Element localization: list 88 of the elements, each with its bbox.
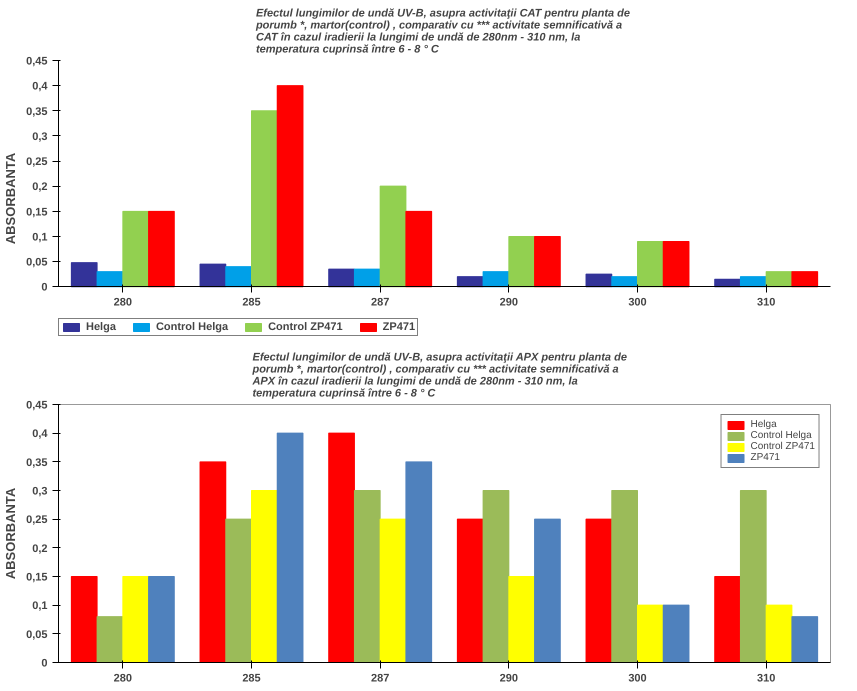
x-tick-label: 285 — [242, 672, 261, 684]
legend-label: ZP471 — [382, 321, 416, 333]
y-tick-label: 0,45 — [26, 56, 48, 68]
y-tick-label: 0,3 — [32, 486, 48, 498]
bar — [534, 236, 561, 288]
y-tick-label: 0,2 — [32, 542, 48, 555]
bar — [225, 266, 252, 288]
x-tick-label: 310 — [756, 672, 776, 684]
legend-label: ZP471 — [750, 452, 780, 463]
x-tick-label: 285 — [242, 296, 261, 309]
bar — [380, 186, 406, 288]
bar — [482, 271, 510, 288]
x-tick-label: 310 — [756, 296, 776, 309]
bar — [354, 490, 381, 662]
y-tick-label: 0 — [41, 282, 48, 294]
bar — [70, 262, 98, 288]
bar — [456, 518, 484, 662]
x-tick-label: 300 — [628, 672, 647, 684]
legend-label: Control ZP471 — [750, 441, 815, 452]
bar — [122, 210, 150, 288]
bar — [148, 576, 175, 662]
bar — [766, 271, 792, 288]
y-tick-label: 0,05 — [26, 628, 48, 641]
x-tick-label: 287 — [370, 296, 390, 309]
chart-title: Efectul lungimilor de undă UV-B, asupra activitaţii APX pentru planta de porumb *, martor(control) , comparativ cu *** activitate semnificativă a APX în cazul iradierii la lungimi de undă de 280nm - 310 nm, la temperatura cuprinsă între 6 - 8 ° C — [251, 352, 627, 400]
bar — [662, 604, 690, 662]
bar — [354, 268, 381, 288]
bar — [611, 490, 638, 662]
x-tick-label: 290 — [500, 672, 518, 684]
bar — [740, 490, 767, 662]
y-tick-label: 0,1 — [32, 231, 48, 244]
bar — [251, 110, 278, 288]
x-tick-label: 280 — [114, 672, 132, 684]
bar — [276, 85, 304, 288]
x-tick-label: 287 — [370, 672, 390, 684]
x-tick-label: 300 — [628, 296, 647, 309]
y-tick-label: 0,4 — [32, 428, 48, 440]
bar — [96, 271, 124, 288]
bar — [405, 461, 432, 662]
y-tick-label: 0,15 — [26, 572, 48, 584]
bar — [482, 490, 510, 662]
x-tick-label: 290 — [500, 296, 518, 309]
bar — [662, 240, 690, 288]
bar — [508, 576, 536, 662]
bar — [405, 210, 432, 288]
bar — [70, 576, 98, 662]
bar — [714, 576, 741, 662]
bar — [251, 490, 278, 662]
y-axis-title: ABSORBANTA — [3, 487, 18, 580]
bar — [586, 274, 612, 288]
chart-title: Efectul lungimilor de undă UV-B, asupra activitaţii CAT pentru planta de porumb *, martor(control) , comparativ cu *** activitate semnificativă a CAT în cazul iradierii la lungimi de undă de 280nm - 310 nm, la temperatura cuprinsă între 6 - 8 ° C — [254, 8, 630, 56]
bar — [276, 432, 304, 662]
y-tick-label: 0,1 — [32, 600, 48, 612]
y-tick-label: 0,45 — [26, 400, 48, 412]
y-axis-title: ABSORBANTA — [3, 152, 18, 244]
y-tick-label: 0,4 — [32, 80, 48, 93]
bar — [148, 210, 175, 288]
bar — [380, 518, 406, 662]
bar — [637, 604, 664, 662]
y-tick-label: 0,2 — [32, 181, 48, 194]
legend-label: Helga — [750, 419, 777, 430]
y-tick-label: 0,35 — [26, 456, 48, 469]
bar — [791, 616, 818, 662]
y-tick-label: 0,35 — [26, 106, 48, 118]
bar — [791, 271, 818, 288]
y-tick-label: 0,25 — [26, 514, 48, 526]
bar — [328, 432, 355, 662]
bar — [637, 240, 664, 288]
bar — [586, 518, 612, 662]
bar — [96, 616, 124, 662]
y-tick-label: 0,15 — [26, 206, 48, 218]
y-tick-label: 0,25 — [26, 156, 48, 168]
bar — [766, 604, 792, 662]
legend-label: Helga — [86, 321, 116, 333]
y-tick-label: 0 — [41, 658, 48, 670]
bar — [122, 576, 150, 662]
legend-label: Control Helga — [156, 321, 228, 333]
legend-label: Control Helga — [750, 430, 812, 441]
bar — [328, 268, 355, 288]
x-tick-label: 280 — [114, 296, 132, 309]
bar — [225, 518, 252, 662]
y-tick-label: 0,05 — [26, 256, 48, 269]
legend-label: Control ZP471 — [268, 321, 343, 333]
bar — [200, 461, 226, 662]
bar — [534, 518, 561, 662]
bar — [200, 264, 226, 288]
y-tick-label: 0,3 — [32, 130, 48, 143]
bar — [508, 236, 536, 288]
